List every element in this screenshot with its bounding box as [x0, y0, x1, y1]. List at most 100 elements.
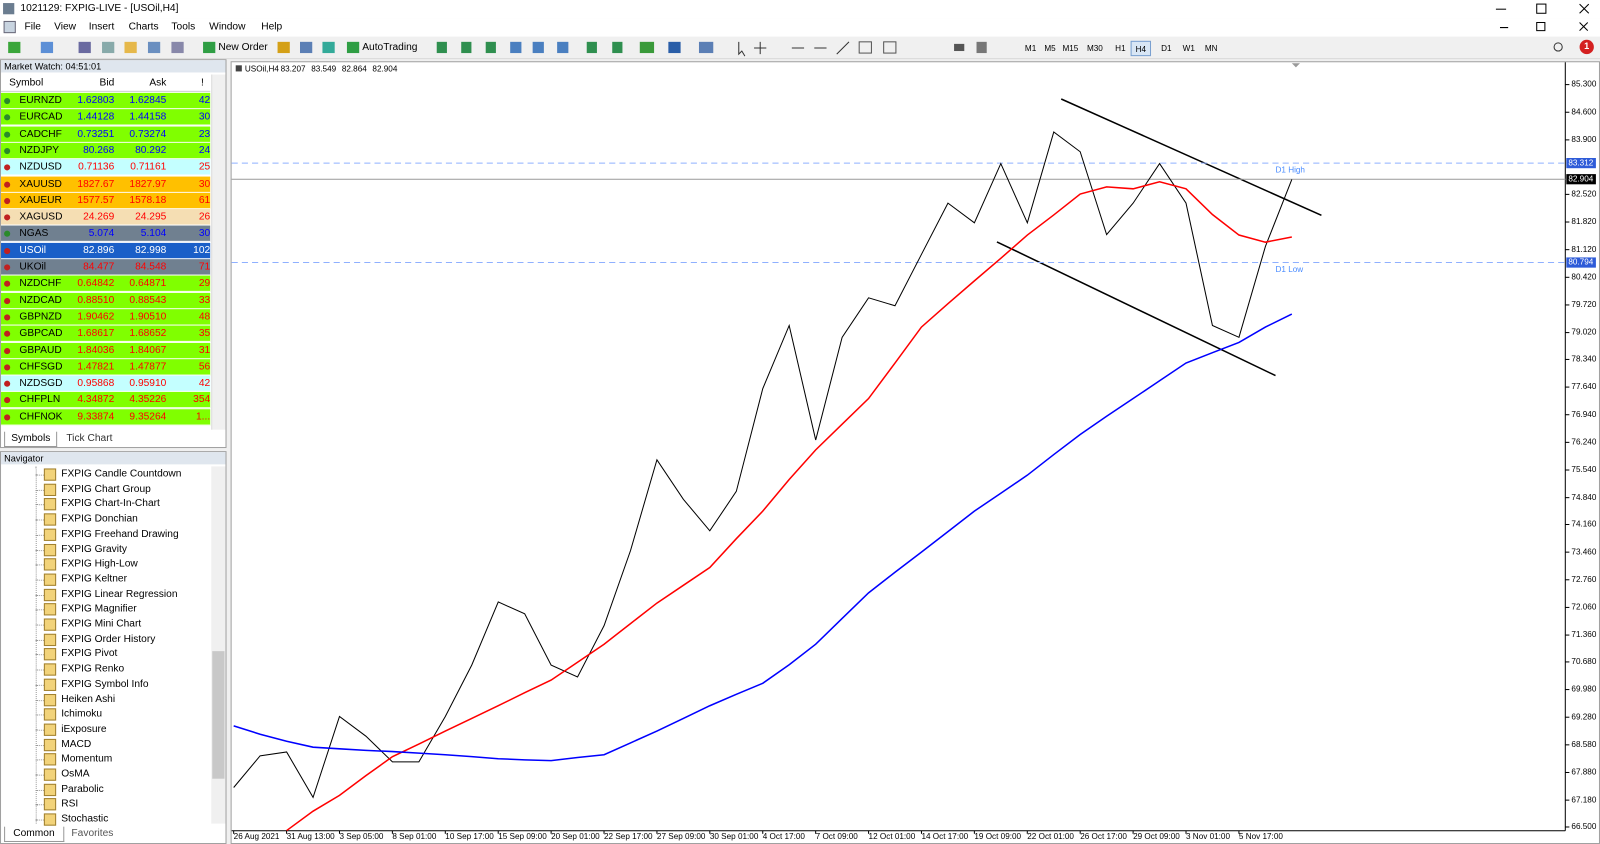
tree-branch — [35, 489, 44, 491]
alert-badge[interactable]: 1 — [1584, 40, 1590, 52]
symbol-row[interactable]: XAUEUR 1577.57 1578.18 61 — [1, 192, 210, 210]
navigator-item[interactable]: FXPIG Pivot — [61, 648, 118, 660]
indicator-icon — [43, 708, 57, 721]
symbol-row[interactable]: XAGUSD 24.269 24.295 26 — [1, 209, 210, 226]
timeframe-button[interactable]: D1 — [1161, 43, 1172, 54]
symbol-row[interactable]: NZDCHF 0.64842 0.64871 29 — [1, 275, 210, 293]
navigator-item[interactable]: MACD — [61, 738, 92, 750]
menu-item[interactable]: View — [54, 21, 77, 33]
navigator-item[interactable]: Ichimoku — [61, 708, 103, 720]
navigator-item[interactable]: RSI — [61, 798, 79, 810]
symbol-row[interactable]: NZDUSD 0.71136 0.71161 25 — [1, 159, 210, 176]
symbol-row[interactable]: NZDSGD 0.95868 0.95910 42 — [1, 375, 210, 393]
symbol-name: XAUUSD — [19, 178, 62, 190]
timeframe-button[interactable]: H1 — [1115, 43, 1126, 54]
x-tick-label: 8 Sep 01:00 — [392, 832, 436, 841]
price: 0.88543 — [129, 294, 167, 306]
panel-tab[interactable]: Tick Chart — [66, 432, 113, 444]
menu-item[interactable]: Tools — [171, 21, 196, 33]
timeframe-button[interactable]: M1 — [1024, 43, 1037, 54]
symbol-row[interactable]: XAUUSD 1827.67 1827.97 30 — [1, 176, 211, 193]
symbol-row[interactable]: NZDJPY 80.268 80.292 24 — [1, 142, 210, 160]
symbol-row[interactable]: CHFSGD 1.47821 1.47877 56 — [1, 359, 210, 376]
navigator-item[interactable]: FXPIG Candle Countdown — [61, 468, 182, 480]
navigator-item[interactable]: Parabolic — [61, 783, 104, 795]
symbol-row[interactable]: GBPAUD 1.84036 1.84067 31 — [1, 342, 210, 359]
ohlc-value: 83.549 — [311, 65, 336, 74]
symbol-row[interactable]: CHFPLN 4.34872 4.35226 354 — [1, 392, 210, 409]
indicator-icon — [43, 663, 57, 676]
navigator-item[interactable]: FXPIG Linear Regression — [61, 588, 178, 600]
navigator-item[interactable]: OsMA — [61, 768, 90, 780]
timeframe-button[interactable]: M15 — [1062, 43, 1079, 54]
row-icon — [4, 247, 11, 254]
symbol-row[interactable]: GBPNZD 1.90462 1.90510 48 — [1, 309, 210, 326]
navigator-item[interactable]: FXPIG Renko — [61, 663, 125, 675]
timeframe-button[interactable]: MN — [1204, 43, 1218, 54]
panel-tab[interactable]: Common — [4, 826, 64, 842]
row-icon — [4, 347, 11, 354]
restore[interactable] — [1536, 3, 1547, 14]
market-watch-panel: Market Watch: 04:51:01 Symbol Bid Ask! EURNZ… — [0, 59, 227, 449]
menu-item[interactable]: File — [24, 21, 41, 33]
tree-branch — [35, 669, 44, 671]
symbol-row[interactable]: EURNZD 1.62803 1.62845 42 — [1, 92, 210, 110]
timeframe-button[interactable]: H4 — [1130, 40, 1152, 57]
navigator-item[interactable]: Heiken Ashi — [61, 693, 116, 705]
navigator-item[interactable]: FXPIG Mini Chart — [61, 618, 142, 630]
y-tick-label: 76.940 — [1571, 410, 1596, 419]
toolbar-button[interactable]: AutoTrading — [362, 41, 418, 54]
navigator-item[interactable]: FXPIG Symbol Info — [61, 678, 149, 690]
symbol-row[interactable]: NGAS 5.074 5.104 30 — [1, 225, 210, 243]
navigator-item[interactable]: FXPIG High-Low — [61, 558, 138, 570]
timeframe-button[interactable]: M30 — [1086, 43, 1103, 54]
price: 0.88510 — [77, 294, 115, 306]
symbol-name: CHFNOK — [19, 410, 63, 423]
navigator-item[interactable]: FXPIG Chart Group — [61, 483, 151, 495]
panel-close[interactable] — [213, 60, 224, 73]
panel-tab[interactable]: Favorites — [71, 827, 114, 839]
navigator-item[interactable]: FXPIG Chart-In-Chart — [61, 498, 160, 510]
navigator-item[interactable]: FXPIG Order History — [61, 633, 156, 645]
symbol-row[interactable]: NZDCAD 0.88510 0.88543 33 — [1, 292, 210, 309]
x-tick-label: 14 Oct 17:00 — [921, 832, 968, 841]
price-tag-label: 80.794 — [1568, 258, 1593, 267]
toolbar-button[interactable]: New Order — [218, 41, 268, 54]
row-icon — [4, 181, 11, 188]
row-icon — [4, 314, 11, 321]
menu-item[interactable]: Help — [261, 21, 283, 33]
menu-item[interactable]: Window — [209, 21, 246, 33]
symbol-row[interactable]: CHFNOK 9.33874 9.35264 1... — [1, 408, 210, 426]
symbol-row[interactable]: GBPCAD 1.68617 1.68652 35 — [1, 325, 210, 343]
close[interactable] — [1579, 3, 1590, 14]
symbol-row[interactable]: UKOil 84.477 84.548 71 — [1, 259, 210, 276]
x-tick-label: 31 Aug 13:00 — [287, 832, 336, 841]
panel-tab[interactable]: Symbols — [4, 431, 58, 448]
navigator-item[interactable]: Stochastic — [61, 813, 109, 825]
symbol-row[interactable]: EURCAD 1.44128 1.44158 30 — [1, 109, 211, 126]
price: 0.95868 — [77, 377, 115, 389]
symbol-row[interactable]: CADCHF 0.73251 0.73274 23 — [1, 126, 210, 143]
navigator-item[interactable]: FXPIG Donchian — [61, 513, 138, 525]
navigator-item[interactable]: Momentum — [61, 753, 113, 765]
timeframe-button[interactable]: M5 — [1044, 43, 1056, 54]
column-header[interactable]: Bid — [99, 77, 115, 89]
column-header[interactable]: ! — [201, 77, 204, 89]
timeframe-button[interactable]: W1 — [1182, 43, 1195, 54]
spread: 30 — [198, 178, 211, 190]
symbol-row[interactable]: USOil 82.896 82.998 102 — [1, 242, 210, 259]
navigator-item[interactable]: FXPIG Freehand Drawing — [61, 528, 179, 540]
tree-branch — [35, 819, 44, 821]
row-icon — [4, 147, 11, 154]
navigator-item[interactable]: FXPIG Gravity — [61, 543, 127, 555]
column-header[interactable]: Symbol — [9, 77, 44, 89]
navigator-item[interactable]: FXPIG Magnifier — [61, 603, 137, 615]
column-header[interactable]: Ask — [149, 77, 167, 89]
row-icon — [4, 214, 11, 221]
spread: 30 — [198, 111, 211, 123]
child-controls[interactable] — [1499, 21, 1589, 32]
menu-item[interactable]: Insert — [88, 21, 115, 33]
navigator-item[interactable]: FXPIG Keltner — [61, 573, 128, 585]
navigator-item[interactable]: iExposure — [61, 723, 107, 735]
menu-item[interactable]: Charts — [128, 21, 159, 33]
